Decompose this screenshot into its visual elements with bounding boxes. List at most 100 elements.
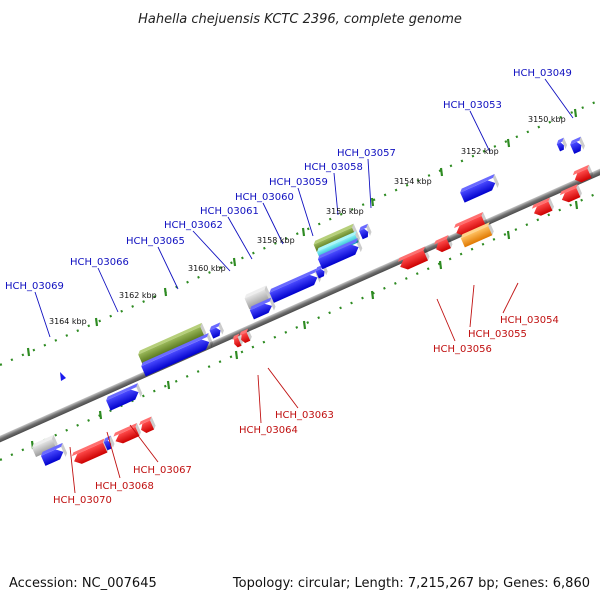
leader-line-lower [502, 282, 519, 314]
gene-label-hch-03060[interactable]: HCH_03060 [235, 192, 294, 203]
gene-glyph-pseudo[interactable] [31, 434, 59, 457]
major-tick [370, 290, 375, 300]
gene-label-hch-03057[interactable]: HCH_03057 [337, 148, 396, 159]
major-tick [302, 320, 307, 330]
leader-line-upper [367, 158, 372, 209]
gene-glyph-forward[interactable] [140, 333, 214, 377]
leader-line-lower [469, 284, 475, 328]
gene-label-hch-03054[interactable]: HCH_03054 [500, 315, 559, 326]
major-tick [573, 108, 578, 118]
gene-features [31, 136, 595, 466]
leader-line-lower [267, 367, 299, 409]
leader-line-upper [544, 78, 574, 119]
leader-line-upper [34, 291, 51, 338]
major-tick [26, 347, 31, 357]
major-tick [506, 138, 511, 148]
gene-label-hch-03063[interactable]: HCH_03063 [275, 410, 334, 421]
kbp-labels: 3150 kbp 3152 kbp 3154 kbp 3156 kbp 3158… [49, 115, 566, 326]
gene-glyph-reverse[interactable] [231, 333, 244, 349]
gene-label-hch-03055[interactable]: HCH_03055 [468, 329, 527, 340]
major-tick [163, 287, 168, 297]
kbp-label-3152: 3152 kbp [461, 147, 499, 156]
gene-label-hch-03053[interactable]: HCH_03053 [443, 100, 502, 111]
gene-glyph-reverse[interactable] [433, 235, 454, 254]
major-tick [232, 257, 237, 267]
gene-label-hch-03069[interactable]: HCH_03069 [5, 281, 64, 292]
major-tick [166, 380, 171, 390]
leader-line-upper [192, 230, 231, 272]
gene-glyph-forward[interactable] [249, 297, 277, 320]
major-tick [439, 167, 444, 177]
accession-text: Accession: NC_007645 [9, 576, 157, 591]
leader-line-upper [227, 216, 253, 260]
gene-glyph-orange[interactable] [460, 222, 495, 248]
major-tick [506, 230, 511, 240]
gene-glyph-forward[interactable] [317, 238, 364, 270]
gene-label-hch-03068[interactable]: HCH_03068 [95, 481, 154, 492]
gene-glyph-forward[interactable] [569, 136, 586, 154]
kbp-label-3154: 3154 kbp [394, 177, 432, 186]
leader-line-upper [469, 110, 491, 153]
major-tick [94, 317, 99, 327]
small-arrow-glyph [60, 372, 66, 381]
kbp-label-3162: 3162 kbp [119, 291, 157, 300]
major-ticks [26, 108, 579, 450]
gene-glyph-reverse[interactable] [112, 422, 142, 446]
leader-line-lower [436, 298, 456, 342]
gene-label-hch-03056[interactable]: HCH_03056 [433, 344, 492, 355]
major-tick [234, 350, 239, 360]
gene-glyph-reverse[interactable] [397, 246, 431, 272]
kbp-label-3158: 3158 kbp [257, 236, 295, 245]
leader-line-upper [297, 187, 314, 237]
major-tick [574, 200, 579, 210]
gene-label-hch-03064[interactable]: HCH_03064 [239, 425, 298, 436]
gene-glyph-forward[interactable] [105, 383, 144, 411]
gene-label-hch-03058[interactable]: HCH_03058 [304, 162, 363, 173]
leader-line-upper [157, 246, 179, 290]
leader-line-upper [333, 172, 339, 216]
gene-glyph-reverse[interactable] [559, 183, 583, 204]
gene-label-hch-03066[interactable]: HCH_03066 [70, 257, 129, 268]
gene-glyph-rna[interactable] [137, 322, 208, 365]
major-tick [370, 197, 375, 207]
lower-gene-labels: HCH_03054 HCH_03055 HCH_03056 HCH_03063 … [53, 315, 559, 506]
label-leader-lines [34, 78, 574, 494]
gene-glyph-pseudo[interactable] [243, 285, 272, 310]
major-tick [438, 260, 443, 270]
kbp-label-3164: 3164 kbp [49, 317, 87, 326]
gene-glyph-forward[interactable] [459, 173, 500, 203]
gene-glyph-reverse[interactable] [531, 197, 555, 217]
gene-label-hch-03070[interactable]: HCH_03070 [53, 495, 112, 506]
leader-line-upper [262, 202, 284, 245]
gene-glyph-forward[interactable] [556, 137, 569, 152]
genome-backbone [0, 130, 600, 479]
gene-glyph-forward[interactable] [208, 322, 225, 339]
leader-line-lower [257, 374, 262, 424]
gene-label-hch-03049[interactable]: HCH_03049 [513, 68, 572, 79]
gene-glyph-reverse[interactable] [453, 211, 489, 238]
leader-line-lower [129, 424, 159, 463]
gene-label-hch-03065[interactable]: HCH_03065 [126, 236, 185, 247]
gene-glyph-reverse[interactable] [572, 164, 595, 185]
gene-glyph-forward[interactable] [358, 223, 373, 240]
upper-gene-labels: HCH_03049 HCH_03053 HCH_03057 HCH_03058 … [5, 68, 572, 292]
major-tick [98, 410, 103, 420]
upper-scale-dots [0, 98, 600, 367]
major-tick [301, 227, 306, 237]
gene-label-hch-03067[interactable]: HCH_03067 [133, 465, 192, 476]
gene-label-hch-03061[interactable]: HCH_03061 [200, 206, 259, 217]
map-title: Hahella chejuensis KCTC 2396, complete g… [138, 12, 462, 27]
kbp-label-3156: 3156 kbp [326, 207, 364, 216]
gene-label-hch-03062[interactable]: HCH_03062 [164, 220, 223, 231]
leader-line-upper [97, 267, 119, 313]
kbp-label-3150: 3150 kbp [528, 115, 566, 124]
kbp-label-3160: 3160 kbp [188, 264, 226, 273]
gene-glyph-forward[interactable] [103, 435, 116, 451]
gene-label-hch-03059[interactable]: HCH_03059 [269, 177, 328, 188]
gene-glyph-forward[interactable] [40, 442, 69, 466]
gene-glyph-reverse[interactable] [238, 328, 253, 344]
leader-line-lower [106, 431, 121, 479]
gene-glyph-reverse[interactable] [138, 416, 157, 434]
leader-line-lower [69, 446, 76, 494]
